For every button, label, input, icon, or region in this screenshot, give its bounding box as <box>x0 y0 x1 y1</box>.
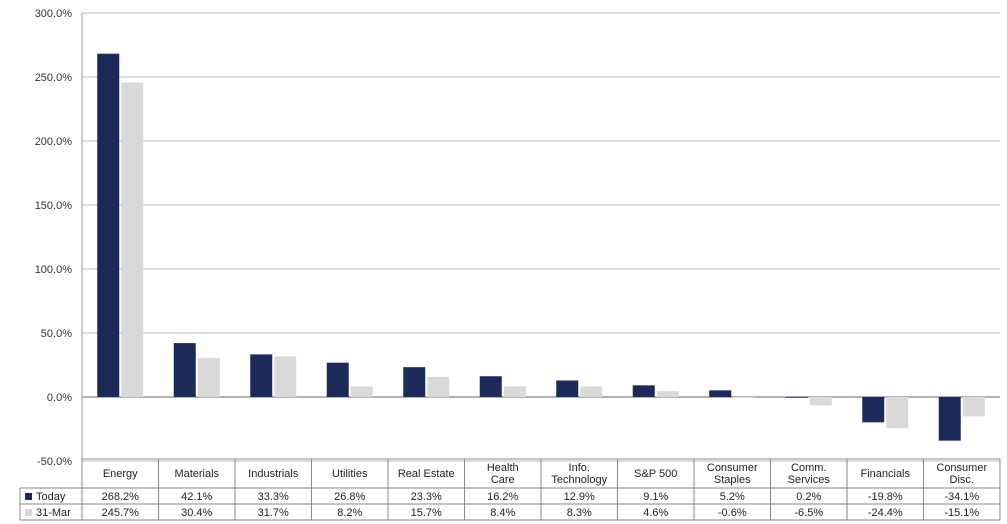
gridlines <box>81 12 1000 462</box>
data-label: -19.8% <box>868 491 903 503</box>
y-tick-label: 50.0% <box>41 328 72 340</box>
bar-31-mar <box>580 386 603 397</box>
bar-31-mar <box>121 82 144 397</box>
bar-today <box>250 354 273 397</box>
data-label: 5.2% <box>720 491 745 503</box>
category-label: Care <box>491 474 515 486</box>
data-label: 31.7% <box>258 507 289 519</box>
y-tick-label: 250.0% <box>35 72 73 84</box>
category-label: Financials <box>860 468 910 480</box>
category-label: Technology <box>551 474 607 486</box>
data-label: 8.2% <box>337 507 362 519</box>
data-label: 16.2% <box>487 491 518 503</box>
data-label: 268.2% <box>102 491 140 503</box>
data-label: 4.6% <box>643 507 668 519</box>
data-label: 245.7% <box>102 507 140 519</box>
data-label: 0.2% <box>796 491 821 503</box>
data-label: -0.6% <box>718 507 747 519</box>
bar-31-mar <box>809 397 832 406</box>
category-label: Comm. <box>791 462 826 474</box>
data-label: -24.4% <box>868 507 903 519</box>
category-label: Industrials <box>248 468 299 480</box>
y-tick-label: -50.0% <box>37 456 72 468</box>
bar-31-mar <box>733 397 756 398</box>
category-label: Utilities <box>332 468 368 480</box>
data-label: 12.9% <box>564 491 595 503</box>
category-label: S&P 500 <box>634 468 677 480</box>
category-label: Consumer <box>936 462 987 474</box>
legend-label: 31-Mar <box>36 507 71 519</box>
y-tick-label: 150.0% <box>35 200 73 212</box>
data-label: -15.1% <box>944 507 979 519</box>
category-label: Info. <box>569 462 590 474</box>
category-label: Energy <box>103 468 138 480</box>
data-label: 42.1% <box>181 491 212 503</box>
data-label: 8.4% <box>490 507 515 519</box>
data-label: 8.3% <box>567 507 592 519</box>
legend-label: Today <box>36 491 66 503</box>
y-axis-ticks: -50.0% 0.0% 50.0% 100.0% 150.0% 200.0% 250.0% 3… <box>35 8 73 468</box>
data-label: 15.7% <box>411 507 442 519</box>
bar-31-mar <box>503 386 526 397</box>
category-label: Services <box>788 474 831 486</box>
bar-31-mar <box>656 391 679 397</box>
bar-31-mar <box>197 358 220 397</box>
category-label: Consumer <box>707 462 758 474</box>
bar-today <box>632 385 655 397</box>
bar-today <box>173 343 196 397</box>
bars <box>97 53 985 441</box>
category-label: Staples <box>714 474 751 486</box>
bar-31-mar <box>274 356 297 397</box>
bar-today <box>785 396 808 398</box>
y-tick-label: 200.0% <box>35 136 73 148</box>
bar-31-mar <box>886 397 909 429</box>
category-label: Real Estate <box>398 468 455 480</box>
bar-today <box>556 380 579 397</box>
legend-key-today <box>25 493 32 500</box>
bar-today <box>862 397 885 423</box>
y-tick-label: 300.0% <box>35 8 73 20</box>
legend-key-31-mar <box>25 509 32 516</box>
data-label: 9.1% <box>643 491 668 503</box>
bar-31-mar <box>427 376 450 397</box>
category-label: Materials <box>174 468 219 480</box>
bar-31-mar <box>962 397 985 417</box>
y-tick-label: 100.0% <box>35 264 73 276</box>
bar-today <box>97 53 120 397</box>
data-label: -34.1% <box>944 491 979 503</box>
category-label: Disc. <box>950 474 974 486</box>
bar-today <box>938 397 961 441</box>
data-label: 33.3% <box>258 491 289 503</box>
bar-today <box>479 376 502 397</box>
data-label: 26.8% <box>334 491 365 503</box>
data-table: Energy Materials Industrials Utilities Real … <box>19 458 1001 521</box>
bar-31-mar <box>350 386 373 397</box>
bar-today <box>403 367 426 397</box>
y-tick-label: 0.0% <box>47 392 72 404</box>
data-label: 30.4% <box>181 507 212 519</box>
bar-today <box>709 390 732 397</box>
data-label: 23.3% <box>411 491 442 503</box>
data-label: -6.5% <box>794 507 823 519</box>
bar-today <box>326 362 349 397</box>
category-label: Health <box>487 462 519 474</box>
